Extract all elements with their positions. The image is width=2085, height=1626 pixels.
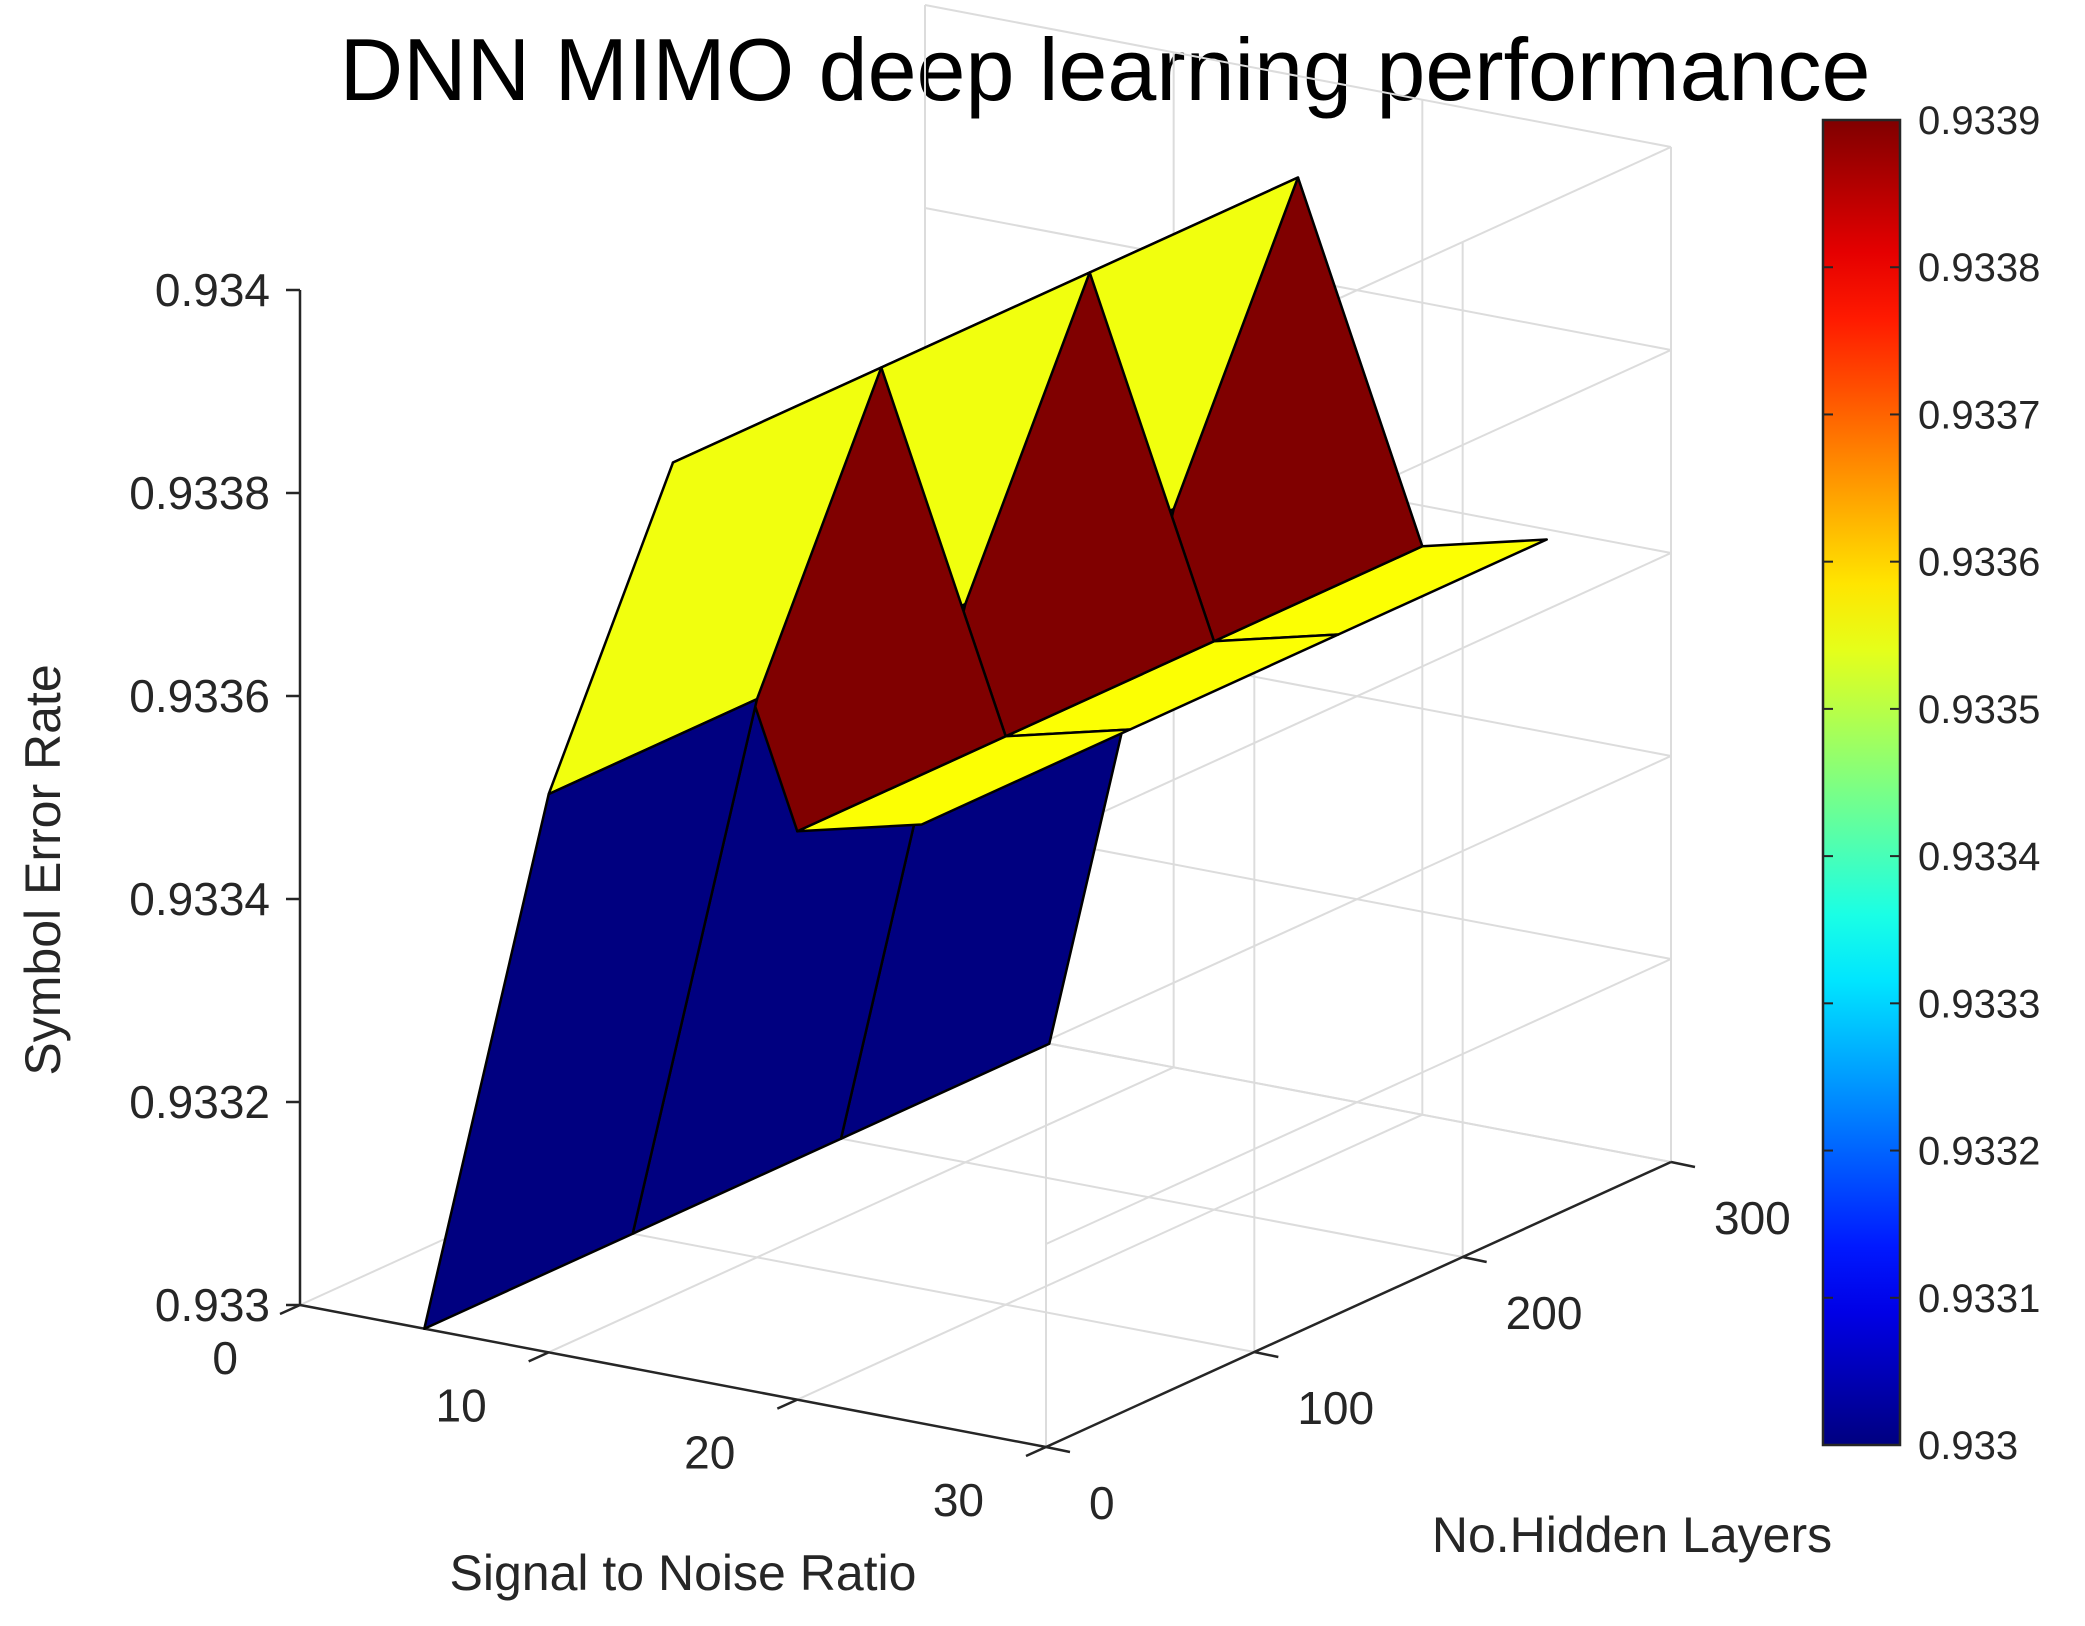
x-tick-label: 0 bbox=[212, 1332, 238, 1384]
colorbar-tick-label: 0.9331 bbox=[1918, 1277, 2040, 1321]
colorbar-tick-label: 0.9339 bbox=[1918, 99, 2040, 143]
grid-line bbox=[1045, 552, 1672, 839]
grid-line bbox=[1045, 755, 1672, 1042]
axes bbox=[279, 288, 1696, 1458]
grid-line bbox=[796, 1113, 1423, 1401]
surface bbox=[423, 176, 1548, 1330]
y-tick-label: 300 bbox=[1714, 1192, 1791, 1244]
y-tick-mark bbox=[1462, 1255, 1487, 1264]
surface-patch bbox=[423, 697, 759, 1330]
grid-line bbox=[924, 4, 1672, 148]
y-tick-label: 100 bbox=[1297, 1382, 1374, 1434]
chart-title: DNN MIMO deep learning performance bbox=[340, 20, 1871, 119]
z-axis-label: Symbol Error Rate bbox=[15, 664, 71, 1075]
grid-line bbox=[548, 1066, 1175, 1354]
z-tick-label: 0.9334 bbox=[129, 873, 270, 925]
tick-labels: 0.933 0.9332 0.9334 0.9336 0.9338 0.934 0 10 20 3… bbox=[129, 264, 1790, 1529]
x-axis-line bbox=[299, 1303, 1047, 1449]
y-tick-mark bbox=[1670, 1160, 1696, 1169]
y-tick-mark bbox=[1045, 1445, 1071, 1454]
x-tick-label: 30 bbox=[933, 1474, 984, 1526]
x-tick-label: 20 bbox=[684, 1427, 735, 1479]
x-axis-label: Signal to Noise Ratio bbox=[450, 1545, 917, 1601]
z-tick-label: 0.9336 bbox=[129, 670, 270, 722]
colorbar-bar bbox=[1821, 118, 1902, 1447]
y-tick-label: 0 bbox=[1089, 1477, 1115, 1529]
y-axis-line bbox=[1045, 1160, 1672, 1449]
colorbar-tick-label: 0.9335 bbox=[1918, 688, 2040, 732]
z-tick-label: 0.934 bbox=[155, 264, 270, 316]
z-tick-label: 0.933 bbox=[155, 1279, 270, 1331]
x-tick-mark bbox=[279, 1303, 301, 1316]
colorbar-tick-label: 0.9338 bbox=[1918, 246, 2040, 290]
x-tick-mark bbox=[528, 1351, 550, 1363]
z-tick-label: 0.9338 bbox=[129, 467, 270, 519]
colorbar-tick-label: 0.9333 bbox=[1918, 982, 2040, 1026]
colorbar-tick-label: 0.9334 bbox=[1918, 835, 2040, 879]
y-axis-label: No.Hidden Layers bbox=[1432, 1507, 1832, 1563]
x-tick-mark bbox=[776, 1398, 798, 1410]
x-tick-mark bbox=[1025, 1445, 1047, 1458]
colorbar-tick-label: 0.933 bbox=[1918, 1424, 2018, 1468]
z-tick-label: 0.9332 bbox=[129, 1076, 270, 1128]
x-tick-label: 10 bbox=[435, 1379, 486, 1431]
colorbar-tick-label: 0.9336 bbox=[1918, 541, 2040, 585]
colorbar-tick-label: 0.9332 bbox=[1918, 1130, 2040, 1174]
y-tick-label: 200 bbox=[1506, 1287, 1583, 1339]
colorbar: 0.933 0.9331 0.9332 0.9333 0.9334 0.9335 0.933… bbox=[1821, 99, 2040, 1468]
colorbar-tick-label: 0.9337 bbox=[1918, 393, 2040, 437]
y-tick-mark bbox=[1254, 1350, 1279, 1359]
